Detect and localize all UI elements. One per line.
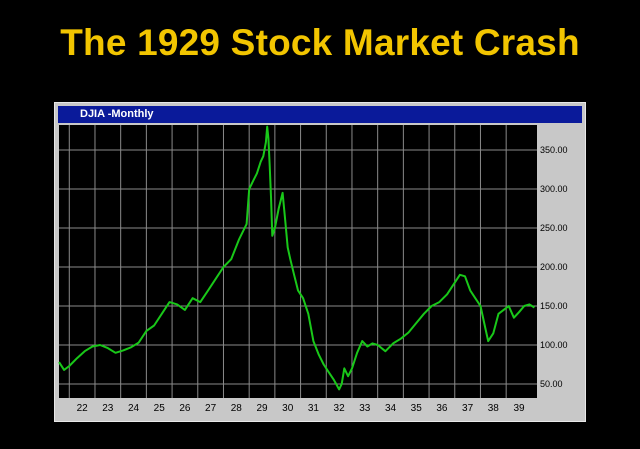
x-tick-label: 28: [231, 403, 243, 414]
y-tick-label: 150.00: [540, 301, 568, 311]
y-tick-label: 200.00: [540, 262, 568, 272]
chart-window: DJIA -Monthly 22 23 24 25 26 27 28 29 30 31 32 33 34…: [54, 102, 586, 422]
djia-series-line: [58, 125, 535, 391]
djia-chart: 22 23 24 25 26 27 28 29 30 31 32 33 34 35 36 37 38 39 50.…: [58, 125, 568, 414]
x-axis-labels: 22 23 24 25 26 27 28 29 30 31 32 33 34 35 36 37 38 39: [77, 403, 525, 414]
y-tick-label: 350.00: [540, 145, 568, 155]
x-tick-label: 30: [282, 403, 294, 414]
chart-window-title: DJIA -Monthly: [80, 108, 154, 120]
x-tick-label: 27: [205, 403, 217, 414]
x-tick-label: 38: [488, 403, 500, 414]
x-tick-label: 31: [308, 403, 320, 414]
plot-area: [59, 125, 537, 398]
x-tick-label: 26: [179, 403, 191, 414]
y-tick-label: 50.00: [540, 379, 563, 389]
chart-titlebar: DJIA -Monthly: [58, 106, 582, 123]
x-tick-label: 35: [411, 403, 423, 414]
x-tick-label: 23: [102, 403, 114, 414]
slide-title: The 1929 Stock Market Crash: [60, 22, 580, 63]
x-tick-label: 22: [77, 403, 89, 414]
y-tick-label: 250.00: [540, 223, 568, 233]
grid: [59, 125, 537, 398]
x-tick-label: 33: [359, 403, 371, 414]
series-line-layer: [58, 125, 535, 391]
y-tick-label: 100.00: [540, 340, 568, 350]
x-tick-label: 34: [385, 403, 397, 414]
y-axis-labels: 50.00 100.00 150.00 200.00 250.00 300.00 350.0…: [540, 145, 568, 389]
x-tick-label: 25: [154, 403, 166, 414]
x-tick-label: 37: [462, 403, 474, 414]
x-tick-label: 36: [436, 403, 448, 414]
x-tick-label: 29: [256, 403, 268, 414]
y-tick-label: 300.00: [540, 184, 568, 194]
x-tick-label: 39: [513, 403, 525, 414]
x-tick-label: 32: [334, 403, 346, 414]
x-tick-label: 24: [128, 403, 140, 414]
